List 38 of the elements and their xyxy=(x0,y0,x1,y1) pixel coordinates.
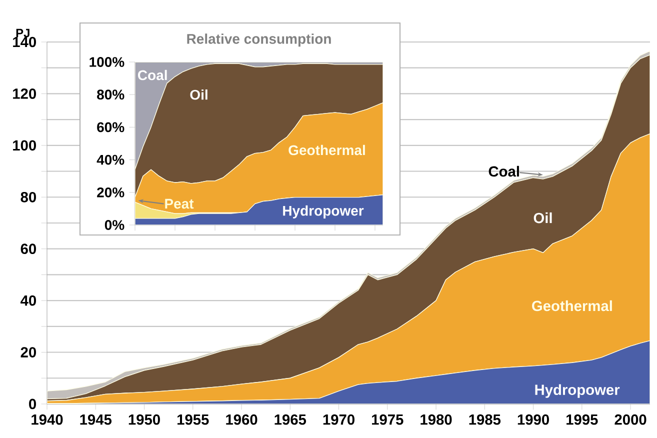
y-axis-title: PJ xyxy=(16,28,30,38)
x-tick-label: 1950 xyxy=(128,414,160,425)
x-tick-label: 1980 xyxy=(420,414,452,425)
series-label: Coal xyxy=(138,70,167,80)
series-label: Oil xyxy=(190,89,208,100)
x-tick-label: 1985 xyxy=(469,414,501,425)
y-tick-label: 100% xyxy=(90,57,124,67)
y-tick-label: 40 xyxy=(20,295,36,306)
series-label: Peat xyxy=(165,198,194,209)
y-tick-label: 60 xyxy=(20,244,36,254)
y-tick-label: 80 xyxy=(20,192,36,202)
x-tick-label: 1975 xyxy=(372,414,404,425)
y-tick-label: 120 xyxy=(13,88,36,99)
x-tick-label: 1970 xyxy=(323,414,354,425)
y-tick-label: 0 xyxy=(29,398,36,410)
y-tick-label: 80% xyxy=(97,90,124,100)
y-tick-label: 20 xyxy=(20,347,36,358)
series-label: Hydropower xyxy=(283,205,364,218)
y-tick-label: 20% xyxy=(97,187,124,198)
series-label: Coal xyxy=(488,166,519,177)
y-tick-label: 140 xyxy=(13,36,36,48)
x-tick-label: 1995 xyxy=(566,414,598,425)
y-tick-label: 0% xyxy=(104,220,124,230)
series-label: Hydropower xyxy=(535,384,620,398)
chart-title: Relative consumption xyxy=(187,34,331,47)
y-tick-label: 40% xyxy=(96,154,124,165)
x-tick-label: 1955 xyxy=(177,414,209,425)
x-tick-label: 1990 xyxy=(518,414,549,425)
series-label: Geothermal xyxy=(532,300,612,312)
y-tick-label: 60% xyxy=(97,122,124,132)
x-tick-label: 1945 xyxy=(80,414,112,425)
series-label: Geothermal xyxy=(288,144,365,156)
x-tick-label: 1960 xyxy=(226,414,258,425)
series-label: Oil xyxy=(534,212,552,224)
y-tick-label: 100 xyxy=(13,140,36,151)
x-tick-label: 1965 xyxy=(274,414,306,425)
x-tick-label: 1940 xyxy=(32,414,63,425)
x-tick-label: 2000 xyxy=(614,414,646,425)
